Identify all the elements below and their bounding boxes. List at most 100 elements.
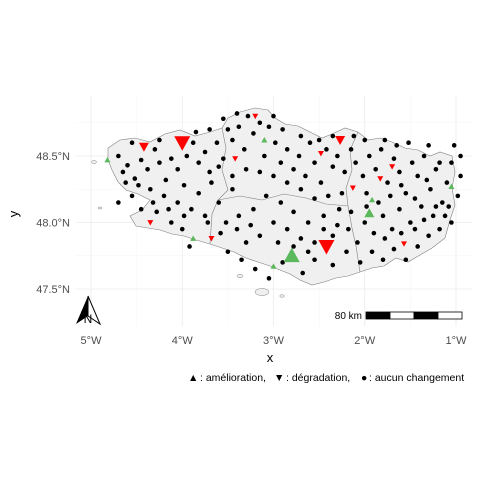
degradation-triangle [349, 185, 356, 191]
nochange-point [266, 124, 272, 130]
island-ouessant [91, 160, 97, 164]
nochange-point [303, 173, 308, 179]
x-tick-label-0: 5°W [81, 335, 103, 347]
nochange-point [207, 169, 212, 175]
nochange-point [120, 169, 126, 175]
nochange-points [116, 111, 463, 281]
improvement-triangle [190, 235, 197, 241]
nochange-point [312, 160, 317, 165]
nochange-point [202, 149, 208, 155]
nochange-point [316, 137, 322, 143]
x-tick-label-3: 2°W [354, 335, 376, 347]
nochange-point [380, 213, 386, 219]
nochange-point [433, 167, 439, 172]
nochange-point [321, 213, 326, 219]
nochange-point [415, 173, 420, 179]
degradation-triangle [252, 113, 259, 120]
nochange-point [430, 213, 436, 219]
nochange-point [391, 246, 397, 252]
nochange-point [362, 220, 368, 225]
x-tick-label-2: 3°W [263, 335, 285, 347]
nochange-point [344, 249, 349, 255]
nochange-point [406, 140, 411, 145]
nochange-point [138, 157, 144, 163]
nochange-point [221, 156, 226, 161]
nochange-point [230, 186, 235, 192]
nochange-point [367, 153, 372, 159]
nochange-point [428, 186, 433, 192]
nochange-point [166, 206, 171, 212]
island-belle-ile [254, 288, 270, 296]
nochange-point [451, 143, 457, 148]
nochange-point [335, 222, 340, 228]
scale-segment-3 [413, 311, 439, 320]
plot-panel: N 80 km [76, 96, 472, 326]
degradation-triangle [389, 164, 396, 170]
scale-bar: 80 km [335, 311, 463, 322]
degradation-triangle [147, 220, 154, 226]
nochange-point [284, 180, 290, 185]
nochange-point [389, 226, 395, 232]
legend-improvement-symbol: ▲ [188, 372, 198, 384]
border-cotes-morbihan [217, 193, 349, 207]
nochange-point [234, 226, 240, 232]
nochange-point [398, 182, 404, 188]
nochange-point [187, 244, 192, 249]
nochange-point [336, 206, 342, 212]
nochange-point [239, 257, 244, 263]
nochange-point [221, 116, 226, 122]
nochange-point [364, 190, 369, 196]
legend: ▲ : amélioration, ▼ : dégradation, ● : a… [188, 372, 464, 384]
nochange-point [196, 160, 201, 165]
scale-bar-label: 80 km [335, 311, 362, 322]
degradation-triangle [174, 136, 191, 151]
nochange-point [284, 147, 290, 152]
nochange-point [262, 153, 267, 159]
north-label: N [84, 312, 93, 326]
legend-nochange-symbol: ● [361, 372, 367, 384]
nochange-point [271, 113, 276, 119]
nochange-point [145, 167, 150, 172]
x-tick-label-1: 4°W [172, 335, 194, 347]
degradation-triangle [232, 156, 239, 162]
island-houat [279, 294, 285, 298]
nochange-point [355, 240, 360, 245]
nochange-point [236, 124, 242, 130]
degradation-triangle [138, 142, 149, 152]
degradation-triangle [377, 176, 384, 182]
nochange-point [284, 226, 290, 232]
nochange-point [378, 147, 384, 152]
nochange-point [353, 160, 358, 165]
nochange-point [243, 167, 249, 172]
nochange-point [150, 200, 156, 205]
nochange-point [193, 129, 199, 135]
nochange-point [371, 230, 377, 236]
nochange-point [280, 127, 285, 132]
nochange-point [251, 131, 256, 136]
nochange-point [419, 204, 424, 209]
legend-nochange-text: : aucun changement [369, 372, 464, 384]
nochange-point [218, 230, 223, 236]
nochange-point [415, 244, 420, 249]
legend-degradation-symbol: ▼ [274, 372, 284, 384]
nochange-point [129, 140, 135, 145]
nochange-point [257, 169, 263, 175]
nochange-point [318, 180, 324, 185]
nochange-point [376, 200, 381, 205]
nochange-point [426, 233, 431, 239]
degradation-points [138, 113, 407, 255]
nochange-point [205, 220, 211, 225]
nochange-point [216, 200, 222, 205]
nochange-point [398, 230, 404, 236]
nochange-point [148, 186, 153, 192]
nochange-point [125, 163, 130, 168]
improvement-triangle [448, 183, 455, 189]
nochange-point [300, 270, 306, 276]
degradation-triangle [400, 241, 407, 247]
nochange-point [382, 137, 388, 143]
scale-segment-2 [389, 311, 415, 320]
y-tick-label-0: 48.5°N [36, 151, 70, 163]
legend-degradation-text: : dégradation, [286, 372, 350, 384]
nochange-point [209, 180, 214, 185]
